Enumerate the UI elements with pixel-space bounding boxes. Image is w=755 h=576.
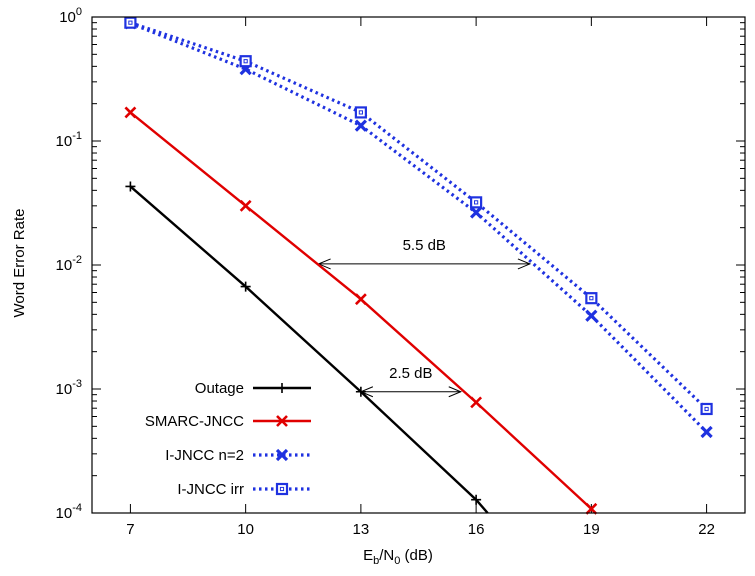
data-point-inner [474, 200, 479, 205]
data-point [700, 402, 713, 416]
data-point [276, 415, 288, 427]
series-layer [124, 16, 713, 515]
data-point [470, 396, 483, 409]
x-axis-label: Eb/N0 (dB) [363, 547, 433, 567]
y-tick-label: 10-4 [56, 502, 82, 522]
legend-label: SMARC-JNCC [145, 413, 244, 430]
data-point [124, 106, 137, 119]
series-line [129, 185, 489, 514]
data-point [355, 386, 366, 397]
data-point [354, 293, 367, 306]
arrow-head [517, 258, 532, 270]
data-point-inner [704, 406, 709, 412]
data-point [125, 181, 136, 192]
arrow-head [448, 386, 463, 398]
data-point [354, 119, 368, 132]
data-point-inner [279, 486, 285, 492]
data-point [354, 106, 367, 119]
axis-ticks: 7 10 13 16 19 22 100 10-1 10-2 10-3 10-4 [56, 6, 745, 538]
x-tick-label: 19 [583, 521, 600, 538]
x-tick-label: 7 [126, 521, 134, 538]
data-point [585, 292, 598, 305]
annotation-label: 2.5 dB [389, 365, 432, 382]
data-point [239, 55, 252, 68]
data-point-inner [128, 20, 133, 25]
x-tick-label: 13 [353, 521, 370, 538]
series-1 [124, 106, 598, 515]
x-tick-label: 10 [237, 521, 254, 538]
annotation-label: 5.5 dB [403, 237, 446, 254]
data-point [239, 199, 252, 212]
data-point [240, 281, 251, 292]
legend-entry: I-JNCC n=2 [165, 447, 311, 464]
legend-entry: Outage [195, 380, 311, 397]
legend-label: I-JNCC n=2 [165, 447, 244, 464]
data-point-inner [589, 296, 594, 301]
data-point [471, 494, 482, 505]
y-tick-label: 10-2 [56, 254, 82, 274]
series-0 [125, 181, 489, 514]
data-point [275, 482, 289, 496]
legend-label: Outage [195, 380, 244, 397]
legend: Outage SMARC-JNCC I-JNCC n=2 I-JNCC irr [145, 380, 311, 498]
series-3 [124, 16, 713, 416]
series-line [129, 21, 708, 411]
legend-entry: I-JNCC irr [177, 481, 311, 498]
series-line [129, 21, 708, 434]
data-point [469, 206, 483, 219]
y-tick-label: 10-1 [56, 130, 82, 150]
gap-annotation: 2.5 dB [359, 365, 463, 398]
data-point [700, 425, 713, 439]
data-point [585, 309, 598, 322]
x-tick-label: 16 [468, 521, 485, 538]
annotations: 5.5 dB 2.5 dB [317, 237, 532, 398]
data-point [124, 16, 137, 29]
y-axis-label: Word Error Rate [11, 209, 28, 318]
gap-annotation: 5.5 dB [317, 237, 532, 270]
legend-entry: SMARC-JNCC [145, 413, 311, 430]
y-tick-label: 10-3 [56, 378, 82, 398]
series-2 [124, 17, 713, 439]
data-point-inner [358, 110, 363, 115]
y-tick-label: 100 [59, 6, 82, 26]
data-point [470, 196, 483, 209]
data-point [275, 448, 289, 462]
data-point [277, 383, 287, 393]
data-point [585, 502, 598, 515]
plot-frame [91, 16, 746, 514]
legend-label: I-JNCC irr [177, 481, 244, 498]
x-tick-label: 22 [698, 521, 715, 538]
data-point-inner [243, 59, 248, 64]
